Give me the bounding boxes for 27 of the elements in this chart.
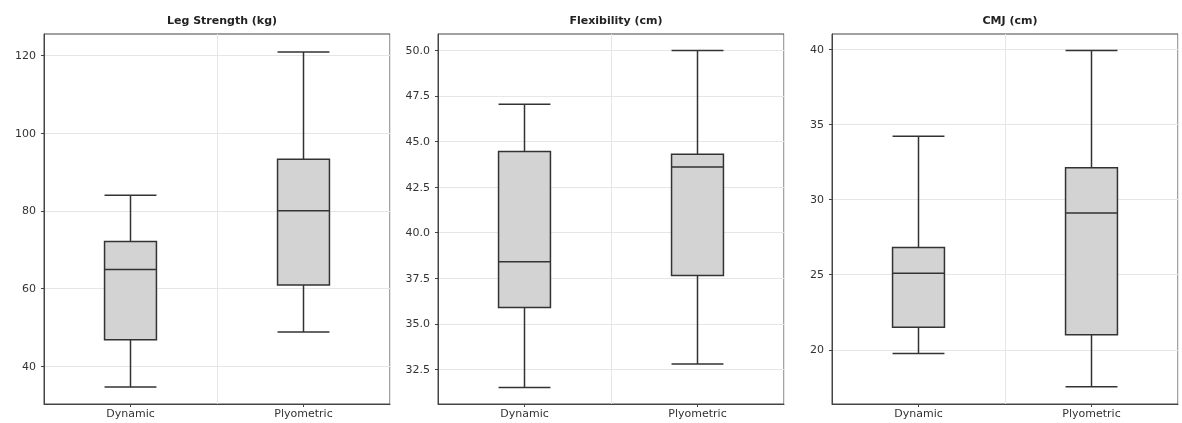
x-tick-label: Dynamic: [894, 407, 943, 420]
y-tick-label: 25: [810, 268, 824, 282]
y-tick-label: 42.5: [405, 180, 430, 194]
y-tick-label: 47.5: [405, 89, 430, 103]
y-tick-label: 40: [22, 359, 36, 373]
y-tick-label: 37.5: [405, 271, 430, 285]
y-tick-label: 20: [810, 343, 824, 357]
y-tick-label: 45.0: [405, 135, 430, 149]
y-tick-label: 60: [22, 282, 36, 296]
x-tick-label: Plyometric: [668, 407, 727, 420]
y-tick-label: 120: [15, 48, 36, 62]
y-tick-label: 35.0: [405, 317, 430, 331]
y-tick-label: 32.5: [405, 362, 430, 376]
y-tick-label: 40: [810, 42, 824, 56]
y-tick-label: 40.0: [405, 226, 430, 240]
chart-title: Leg Strength (kg): [166, 14, 278, 27]
y-tick-label: 50.0: [405, 43, 430, 57]
y-tick-label: 30: [810, 192, 824, 206]
x-tick-label: Plyometric: [1062, 407, 1121, 420]
x-tick-label: Dynamic: [106, 407, 155, 420]
y-tick-label: 80: [22, 204, 36, 218]
y-tick-label: 35: [810, 117, 824, 131]
x-tick-label: Plyometric: [274, 407, 333, 420]
chart-title: CMJ (cm): [982, 14, 1038, 27]
chart-title: Flexibility (cm): [569, 14, 663, 27]
x-tick-label: Dynamic: [500, 407, 549, 420]
y-tick-label: 100: [15, 126, 36, 140]
